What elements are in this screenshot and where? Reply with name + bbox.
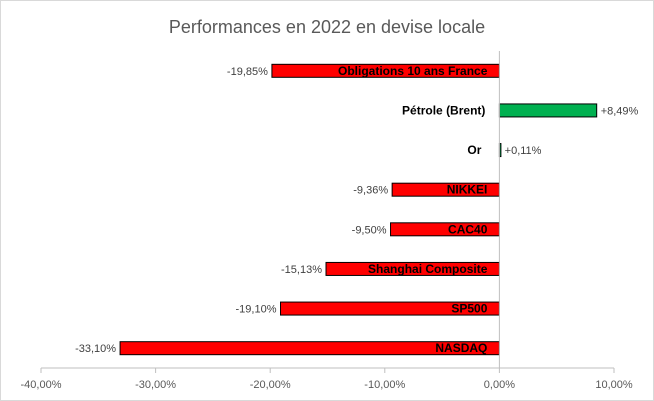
bars-layer: Obligations 10 ans France -19,85% Pétrole …	[75, 63, 639, 356]
value-label: -9,50%	[352, 224, 387, 236]
value-label: -15,13%	[281, 264, 322, 276]
value-label: +0,11%	[505, 145, 542, 157]
x-tick-label: -40,00%	[21, 379, 62, 391]
value-label: -19,10%	[236, 304, 277, 316]
category-label: Pétrole (Brent)	[402, 103, 485, 117]
category-label: Shanghai Composite	[368, 262, 488, 276]
x-axis: -40,00% -30,00% -20,00% -10,00% 0,00% 10,00%	[21, 51, 633, 391]
category-label: CAC40	[448, 222, 488, 236]
category-label: Obligations 10 ans France	[338, 64, 488, 78]
category-label: SP500	[451, 302, 487, 316]
x-tick-label: 0,00%	[484, 379, 515, 391]
category-label: Or	[467, 143, 481, 157]
bar	[498, 103, 598, 118]
x-tick-label: 10,00%	[595, 379, 633, 391]
x-tick-label: -10,00%	[364, 379, 405, 391]
value-label: -9,36%	[353, 185, 388, 197]
value-label: -33,10%	[75, 343, 116, 355]
x-tick-label: -30,00%	[135, 379, 176, 391]
category-label: NIKKEI	[447, 183, 488, 197]
value-label: -19,85%	[227, 66, 268, 78]
category-label: NASDAQ	[435, 341, 487, 355]
chart-title: Performances en 2022 en devise locale	[169, 17, 485, 37]
value-label: +8,49%	[601, 105, 639, 117]
x-tick-label: -20,00%	[250, 379, 291, 391]
